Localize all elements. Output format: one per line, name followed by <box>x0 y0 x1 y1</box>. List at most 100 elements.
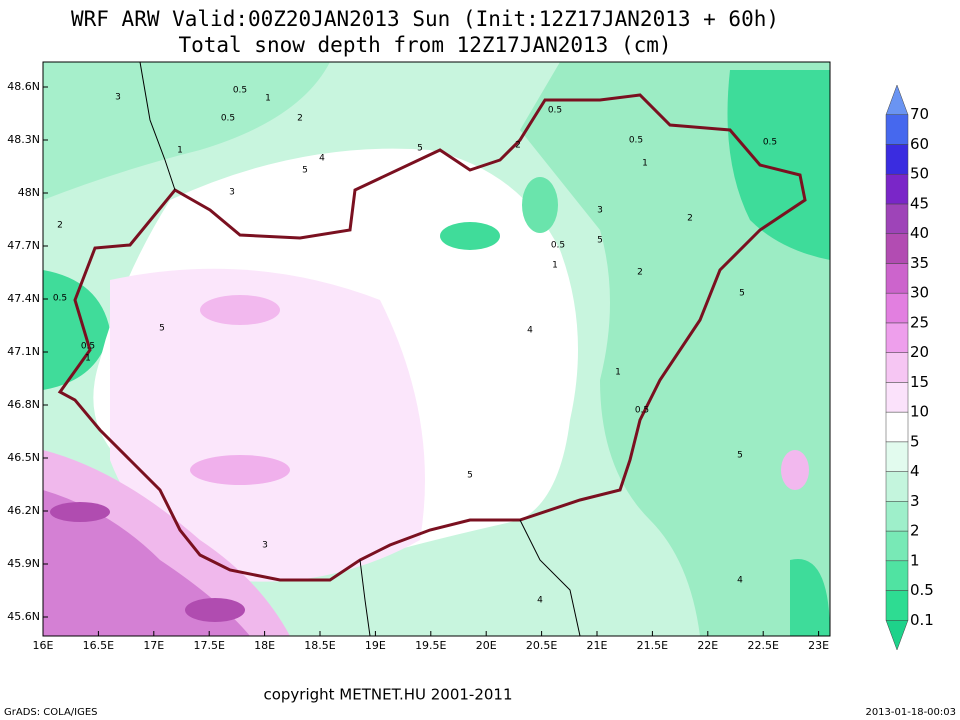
colorbar-label: 1 <box>910 551 920 569</box>
lat-label: 45.9N <box>7 557 40 570</box>
lat-label: 47.7N <box>7 239 40 252</box>
lon-label: 18.5E <box>304 639 335 652</box>
lon-label: 22.5E <box>747 639 778 652</box>
contour-label: 4 <box>737 576 743 586</box>
colorbar-box <box>885 352 909 383</box>
title-line-1: WRF ARW Valid:00Z20JAN2013 Sun (Init:12Z… <box>71 7 779 31</box>
software-credit: GrADS: COLA/IGES <box>4 707 98 718</box>
lon-label: 18E <box>254 639 275 652</box>
colorbar-box <box>885 263 909 294</box>
contour-label: 0.5 <box>233 86 247 96</box>
contour-label: 5 <box>737 451 743 461</box>
green-field <box>790 558 830 636</box>
colorbar-label: 10 <box>910 403 929 421</box>
colorbar-box <box>885 441 909 472</box>
contour-label: 5 <box>597 236 603 246</box>
lon-label: 23E <box>808 639 829 652</box>
contour-label: 0.5 <box>53 294 67 304</box>
colorbar-box <box>885 382 909 413</box>
contour-label: 5 <box>302 166 308 176</box>
colorbar-label: 2 <box>910 522 920 540</box>
contour-label: 1 <box>552 261 558 271</box>
pink-field <box>43 490 250 636</box>
lat-label: 47.4N <box>7 292 40 305</box>
colorbar-label: 30 <box>910 284 929 302</box>
colorbar-label: 15 <box>910 373 929 391</box>
colorbar-label: 45 <box>910 194 929 212</box>
contour-label: 0.5 <box>81 342 95 352</box>
purple-blob <box>185 598 245 622</box>
contour-label: 0.5 <box>629 136 643 146</box>
colorbar-box <box>885 144 909 175</box>
colorbar-label: 25 <box>910 313 929 331</box>
lat-label: 48.3N <box>7 133 40 146</box>
contour-label: 2 <box>687 214 693 224</box>
colorbar-label: 50 <box>910 165 929 183</box>
green-field <box>727 70 830 260</box>
contour-label: 2 <box>637 268 643 278</box>
country-border <box>57 93 807 582</box>
lon-label: 17.5E <box>193 639 224 652</box>
contour-label: 1 <box>615 368 621 378</box>
contour-label: 4 <box>527 326 533 336</box>
contour-label: 5 <box>739 289 745 299</box>
contour-label: 5 <box>417 144 423 154</box>
pink-field <box>110 268 425 582</box>
lat-label: 45.6N <box>7 610 40 623</box>
green-field <box>43 62 330 200</box>
contour-label: 3 <box>597 206 603 216</box>
map-frame <box>42 61 831 637</box>
colorbar-box <box>885 322 909 353</box>
colorbar-box <box>885 292 909 324</box>
contour-label: 4 <box>537 596 543 606</box>
colorbar-label: 0.1 <box>910 611 934 629</box>
green-field <box>43 270 110 390</box>
contour-label: 4 <box>319 154 325 164</box>
colorbar-label: 4 <box>910 462 920 480</box>
contour-label: 0.5 <box>548 106 562 116</box>
colorbar-box <box>885 471 909 502</box>
contour-label: 2 <box>297 114 303 124</box>
contour-label: 5 <box>467 471 473 481</box>
colorbar-triangle <box>885 84 909 115</box>
colorbar-box <box>885 173 909 205</box>
colorbar-label: 0.5 <box>910 581 934 599</box>
pink-blob <box>781 450 809 490</box>
contour-label: 0.5 <box>551 241 565 251</box>
contour-label: 0.5 <box>763 138 777 148</box>
lat-label: 48.6N <box>7 80 40 93</box>
colorbar-box <box>885 411 909 443</box>
other-border <box>139 61 581 637</box>
green-blob <box>522 177 558 233</box>
lat-label: 47.1N <box>7 345 40 358</box>
pink-blob <box>190 455 290 485</box>
colorbar-box <box>885 233 909 264</box>
timestamp: 2013-01-18-00:03 <box>865 707 956 718</box>
colorbar-label: 35 <box>910 254 929 272</box>
contour-label: 1 <box>85 354 91 364</box>
contour-label: 3 <box>262 541 268 551</box>
colorbar-box <box>885 501 909 532</box>
colorbar-triangle <box>885 620 909 651</box>
colorbar-box <box>885 530 909 562</box>
colorbar-box <box>885 114 909 145</box>
lon-label: 22E <box>697 639 718 652</box>
lat-label: 46.8N <box>7 398 40 411</box>
lat-label: 48N <box>18 186 40 199</box>
colorbar-label: 3 <box>910 492 920 510</box>
colorbar-label: 5 <box>910 432 920 450</box>
lat-label: 46.5N <box>7 451 40 464</box>
contour-label: 2 <box>57 221 63 231</box>
contour-label: 1 <box>177 146 183 156</box>
contour-label: 3 <box>229 188 235 198</box>
contour-label: 3 <box>115 93 121 103</box>
contour-label: 0.5 <box>635 406 649 416</box>
lon-label: 17E <box>143 639 164 652</box>
green-blob <box>440 222 500 250</box>
lon-label: 20E <box>476 639 497 652</box>
lat-label: 46.2N <box>7 504 40 517</box>
colorbar-label: 40 <box>910 224 929 242</box>
lon-label: 16.5E <box>83 639 114 652</box>
pink-blob <box>200 295 280 325</box>
